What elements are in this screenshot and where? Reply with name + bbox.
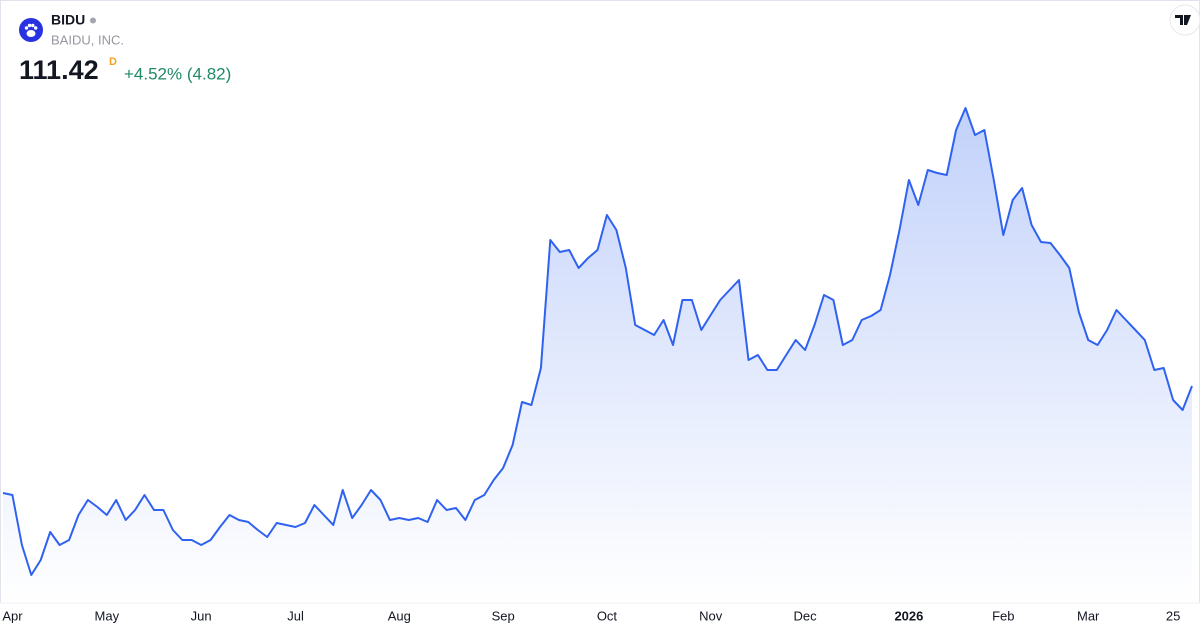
price-line	[2, 107, 1193, 576]
x-tick-label: Apr	[2, 608, 23, 623]
price: 111.42	[19, 55, 99, 85]
tv-logo[interactable]	[1169, 4, 1200, 36]
symbol: BIDU	[51, 12, 85, 28]
x-tick-label: Aug	[388, 608, 411, 623]
time-axis	[0, 603, 1200, 630]
logo-paw	[24, 23, 38, 37]
company: BAIDU, INC.	[51, 32, 124, 47]
change: +4.52% (4.82)	[124, 64, 231, 83]
x-tick-label: Feb	[992, 608, 1014, 623]
header: BIDU BAIDU, INC. 111.42 D +4.52% (4.82)	[19, 12, 231, 85]
x-tick-label: Dec	[794, 608, 818, 623]
x-tick-label: Jul	[287, 608, 304, 623]
status-dot	[90, 17, 96, 24]
plot	[2, 107, 1193, 603]
x-tick-label: May	[95, 608, 120, 623]
x-tick-label: Oct	[597, 608, 618, 623]
tv-logo-dot[interactable]	[1184, 15, 1188, 19]
area-fill	[3, 108, 1192, 603]
x-tick-label: Mar	[1077, 608, 1100, 623]
x-tick-label: Nov	[699, 608, 723, 623]
interval: D	[109, 56, 117, 68]
x-tick-label: Jun	[191, 608, 212, 623]
x-tick-label: 25	[1166, 608, 1180, 623]
x-tick-label: 2026	[894, 608, 923, 623]
x-tick-label: Sep	[492, 608, 515, 623]
